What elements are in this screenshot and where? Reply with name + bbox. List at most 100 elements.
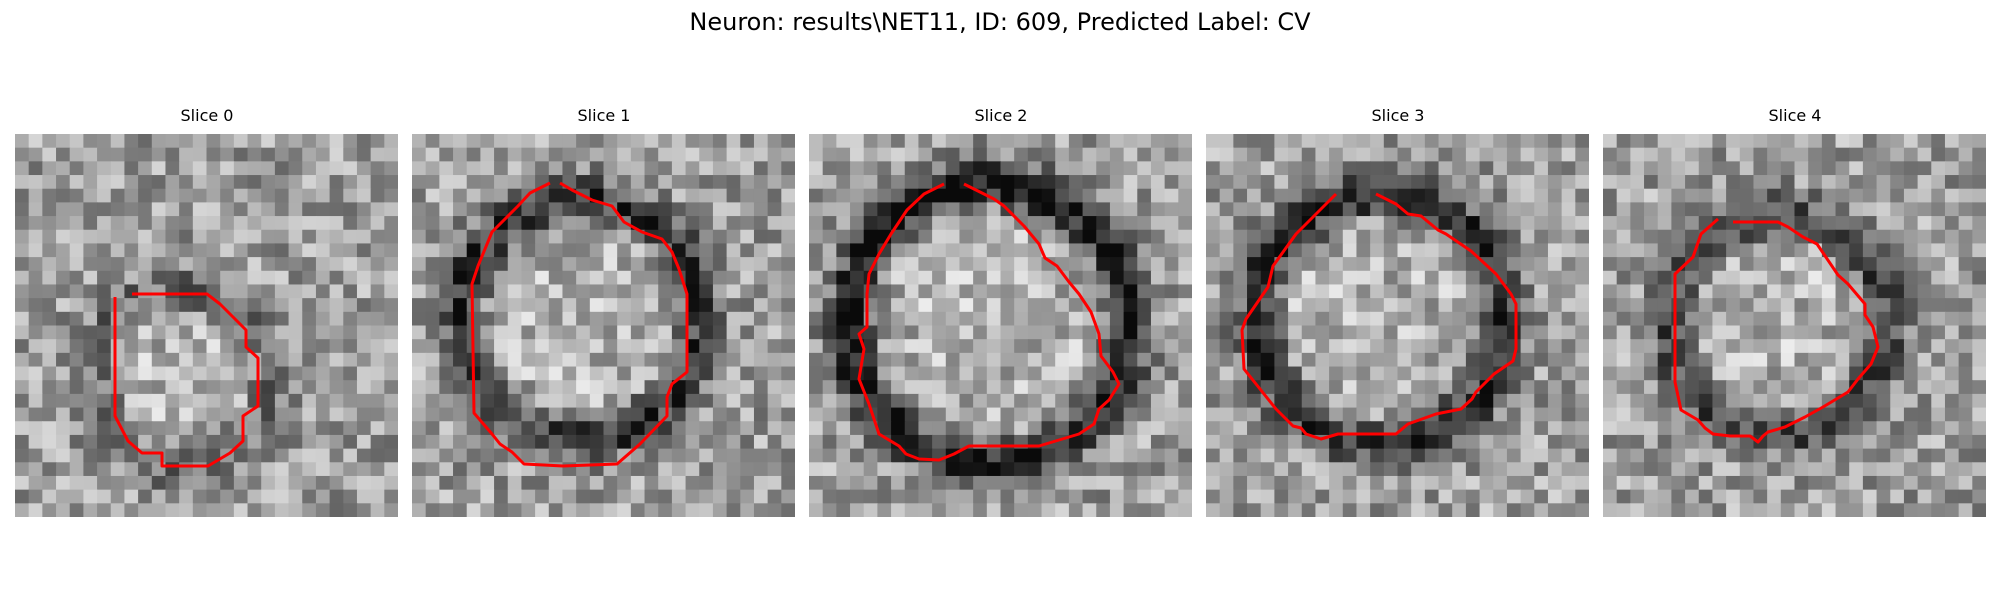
- image-pixel: [288, 339, 303, 354]
- image-pixel: [138, 188, 153, 203]
- image-pixel: [439, 270, 454, 286]
- image-pixel: [97, 270, 112, 286]
- image-pixel: [480, 311, 495, 327]
- image-pixel: [439, 202, 454, 217]
- image-pixel: [439, 134, 454, 149]
- image-pixel: [1603, 175, 1618, 190]
- image-pixel: [945, 311, 961, 327]
- image-pixel: [644, 339, 659, 354]
- image-pixel: [1890, 188, 1905, 203]
- image-pixel: [891, 352, 906, 368]
- image-pixel: [1068, 161, 1084, 176]
- image-pixel: [562, 257, 577, 272]
- image-pixel: [69, 298, 84, 313]
- image-pixel: [877, 475, 892, 491]
- image-pixel: [1274, 325, 1289, 340]
- image-pixel: [576, 380, 591, 395]
- image-pixel: [548, 284, 564, 299]
- image-pixel: [151, 243, 167, 258]
- image-pixel: [1479, 243, 1494, 258]
- image-pixel: [329, 393, 344, 409]
- image-pixel: [261, 407, 276, 422]
- image-pixel: [548, 339, 564, 354]
- image-pixel: [986, 421, 1002, 436]
- slice-title: Slice 4: [1768, 106, 1822, 125]
- image-pixel: [1301, 407, 1317, 422]
- segmentation-outline: [1240, 192, 1518, 441]
- image-pixel: [1931, 462, 1946, 477]
- image-pixel: [138, 434, 153, 450]
- image-pixel: [192, 380, 208, 395]
- image-pixel: [1644, 175, 1659, 190]
- image-pixel: [124, 339, 139, 354]
- image-pixel: [603, 134, 618, 149]
- image-pixel: [1917, 188, 1932, 203]
- image-pixel: [42, 134, 57, 149]
- image-pixel: [56, 434, 71, 450]
- image-pixel: [576, 229, 591, 245]
- image-pixel: [1123, 421, 1138, 436]
- image-pixel: [781, 298, 795, 313]
- image-pixel: [1082, 147, 1097, 162]
- image-pixel: [1835, 489, 1850, 504]
- image-pixel: [644, 366, 659, 381]
- image-pixel: [1903, 503, 1919, 517]
- image-pixel: [1739, 188, 1755, 203]
- image-pixel: [1397, 298, 1412, 313]
- image-pixel: [1068, 188, 1084, 203]
- image-pixel: [42, 489, 57, 504]
- image-pixel: [1041, 421, 1056, 436]
- image-pixel: [809, 202, 824, 217]
- image-pixel: [1055, 284, 1070, 299]
- image-pixel: [1123, 489, 1138, 504]
- image-pixel: [1493, 175, 1508, 190]
- image-pixel: [1356, 161, 1371, 176]
- image-pixel: [1383, 216, 1399, 231]
- image-pixel: [1109, 462, 1125, 477]
- image-pixel: [1452, 202, 1467, 217]
- image-pixel: [1821, 489, 1837, 504]
- image-pixel: [425, 298, 440, 313]
- image-pixel: [1739, 175, 1755, 190]
- image-pixel: [562, 448, 577, 463]
- image-pixel: [439, 311, 454, 327]
- image-pixel: [1342, 393, 1358, 409]
- image-pixel: [891, 448, 906, 463]
- image-pixel: [1520, 188, 1535, 203]
- image-pixel: [1835, 366, 1850, 381]
- image-pixel: [384, 448, 398, 463]
- image-pixel: [1219, 284, 1234, 299]
- image-pixel: [1219, 161, 1234, 176]
- image-pixel: [97, 147, 112, 162]
- image-pixel: [740, 175, 755, 190]
- image-pixel: [1370, 339, 1385, 354]
- image-pixel: [617, 311, 632, 327]
- image-pixel: [1520, 229, 1535, 245]
- image-pixel: [15, 503, 30, 517]
- image-pixel: [1041, 147, 1056, 162]
- image-pixel: [973, 243, 988, 258]
- image-pixel: [1616, 284, 1631, 299]
- image-pixel: [1438, 311, 1453, 327]
- image-pixel: [425, 434, 440, 450]
- image-pixel: [1876, 339, 1891, 354]
- image-pixel: [1944, 216, 1960, 231]
- image-pixel: [726, 475, 741, 491]
- image-pixel: [69, 325, 84, 340]
- image-pixel: [1137, 161, 1152, 176]
- image-pixel: [288, 448, 303, 463]
- image-pixel: [1780, 448, 1796, 463]
- image-pixel: [261, 489, 276, 504]
- image-pixel: [1274, 352, 1289, 368]
- image-pixel: [1082, 161, 1097, 176]
- image-pixel: [1315, 134, 1330, 149]
- image-pixel: [69, 202, 84, 217]
- image-pixel: [1000, 407, 1015, 422]
- image-pixel: [1288, 284, 1303, 299]
- image-pixel: [1479, 421, 1494, 436]
- image-pixel: [1068, 503, 1084, 517]
- grayscale-pixels: [809, 134, 1192, 517]
- image-pixel: [904, 339, 920, 354]
- image-pixel: [712, 298, 728, 313]
- image-pixel: [179, 188, 194, 203]
